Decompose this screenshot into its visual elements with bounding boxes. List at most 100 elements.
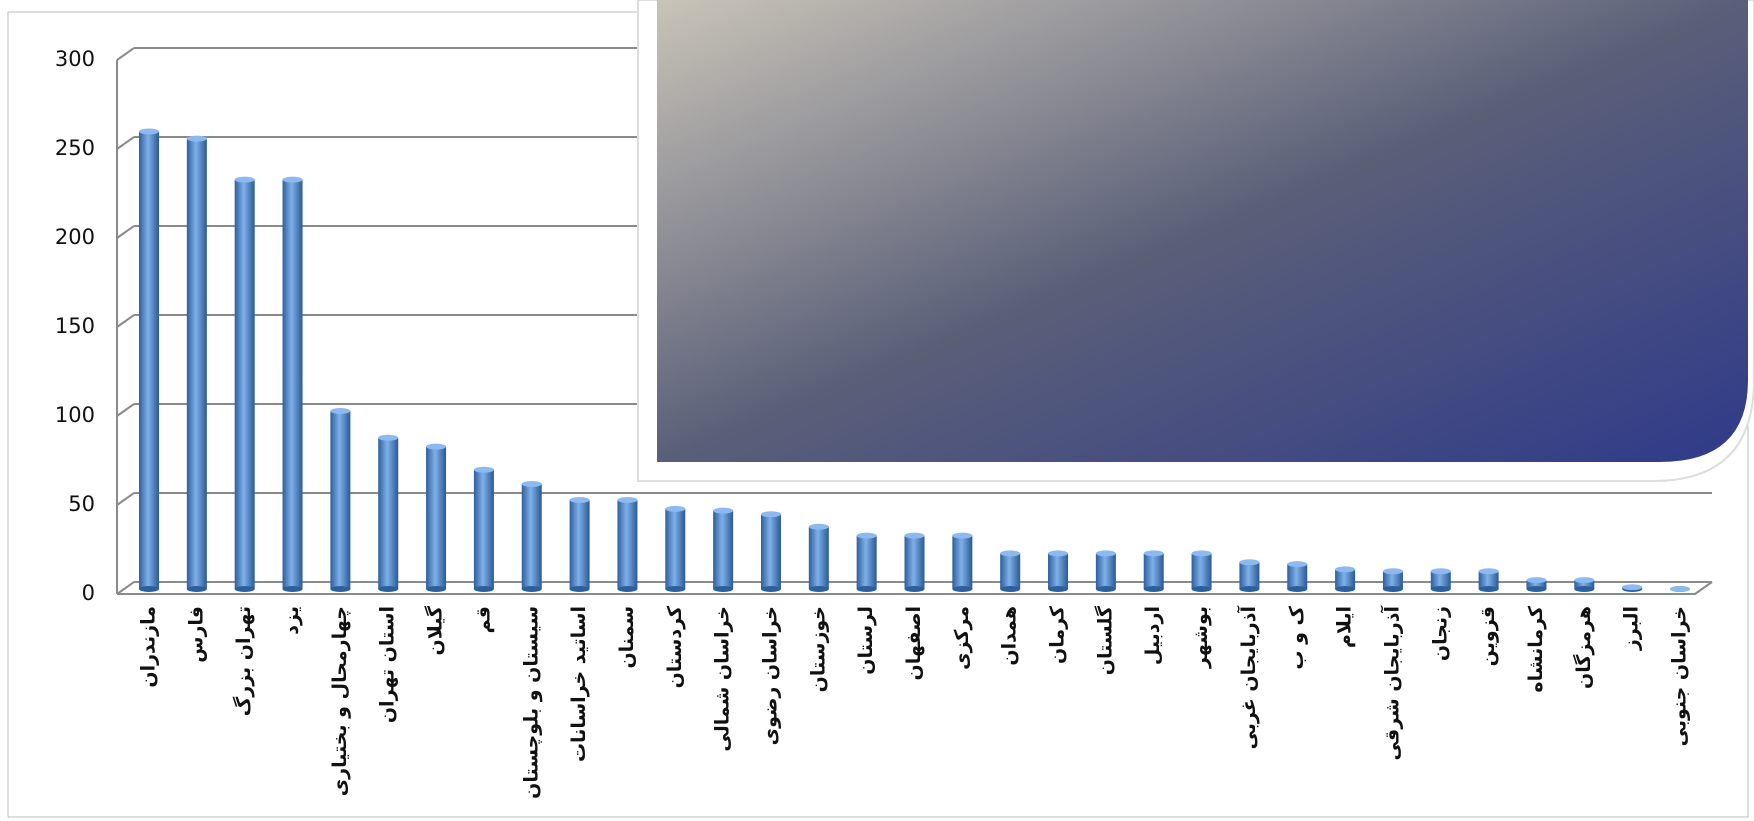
x-tick-label: استان تهران xyxy=(377,606,399,723)
bar-cap xyxy=(952,532,973,539)
bar-base xyxy=(617,586,638,592)
y-tick-label: 50 xyxy=(68,492,95,516)
bar xyxy=(952,535,973,589)
grid-line-side xyxy=(116,403,135,417)
bar-base xyxy=(1574,586,1595,592)
bar-base xyxy=(1526,586,1547,592)
bar-base xyxy=(426,586,447,592)
grid-line-side xyxy=(116,314,135,328)
bar-base xyxy=(282,586,303,592)
bar-base xyxy=(234,586,255,592)
bar xyxy=(760,514,781,589)
x-tick-label: خراسان شمالی xyxy=(712,606,734,752)
bar xyxy=(1000,553,1021,589)
bar xyxy=(426,446,447,589)
bar-cap xyxy=(856,532,877,539)
photo xyxy=(657,0,1748,462)
x-tick-label: آذربایجان شرقی xyxy=(1379,606,1403,761)
bar-base xyxy=(808,586,829,592)
bar xyxy=(1430,571,1451,589)
bar-base xyxy=(904,586,925,592)
bar xyxy=(569,500,590,589)
bar-cap xyxy=(1143,550,1164,557)
bar-base xyxy=(1382,586,1403,592)
x-tick-label: سیستان و بلوچستان xyxy=(520,606,542,799)
bar-base xyxy=(760,586,781,592)
bar xyxy=(665,508,686,589)
bar-cap xyxy=(1287,561,1308,568)
bar-cap xyxy=(1191,550,1212,557)
bar xyxy=(617,500,638,589)
bar-cap xyxy=(808,523,829,530)
x-tick-label: اصفهان xyxy=(903,606,925,680)
x-tick-label: فارس xyxy=(185,606,207,663)
x-tick-label: ایلام xyxy=(1334,606,1356,648)
x-tick-label: آذربایجان غربی xyxy=(1236,606,1260,750)
photo-overlay xyxy=(637,0,1754,482)
bar-cap xyxy=(1000,550,1021,557)
bar xyxy=(1191,553,1212,589)
bar-cap xyxy=(330,408,351,414)
bar-base xyxy=(1095,586,1116,592)
x-tick-label: هرمزگان xyxy=(1572,606,1595,689)
x-tick-label: زنجان xyxy=(1429,606,1451,661)
bar-cap xyxy=(521,480,542,487)
x-tick-label: چهارمحال و بختیاری xyxy=(329,606,351,796)
x-tick-label: سمنان xyxy=(616,606,638,669)
x-tick-label: اردبیل xyxy=(1142,606,1164,665)
x-tick-label: گلستان xyxy=(1093,605,1116,675)
bar-base xyxy=(473,586,494,592)
x-tick-label: لرستان xyxy=(855,606,877,675)
bar xyxy=(234,179,255,589)
bar-cap xyxy=(1335,566,1356,573)
x-tick-label: کرمان xyxy=(1047,605,1069,664)
bar xyxy=(1239,562,1260,589)
x-tick-label: کردستان xyxy=(664,605,686,688)
bar xyxy=(713,510,734,589)
bar xyxy=(808,526,829,589)
bar xyxy=(1574,580,1595,589)
bar xyxy=(1143,553,1164,589)
grid-line-side xyxy=(116,136,135,150)
bar-cap xyxy=(1430,568,1451,575)
x-tick-label: تهران بزرگ xyxy=(232,606,255,716)
x-tick-label: خراسان رضوی xyxy=(759,606,781,745)
bar xyxy=(904,535,925,589)
bar-cap xyxy=(378,434,399,441)
bar-base xyxy=(1335,586,1356,592)
y-tick-label: 0 xyxy=(82,581,95,605)
bar-cap xyxy=(1622,584,1643,591)
bar xyxy=(1335,569,1356,589)
bar-base xyxy=(1143,586,1164,592)
x-tick-label: البرز xyxy=(1621,606,1643,651)
bar-base xyxy=(330,586,351,592)
bar-base xyxy=(1000,586,1021,592)
bar-cap xyxy=(713,507,734,514)
bar-base xyxy=(1287,586,1308,592)
bar-cap xyxy=(760,511,781,518)
grid-line-side xyxy=(116,47,135,61)
bar xyxy=(1095,553,1116,589)
bar-cap xyxy=(1382,568,1403,575)
bar-cap xyxy=(139,128,159,135)
bar xyxy=(378,437,399,589)
x-tick-label: مرکزی xyxy=(951,606,973,670)
floor xyxy=(117,581,1713,595)
bar xyxy=(1287,564,1308,589)
bar-cap xyxy=(1048,550,1069,557)
bar-cap xyxy=(1095,550,1116,557)
bar-cap xyxy=(1526,577,1547,584)
bar-cap xyxy=(1574,577,1595,584)
bar-cap xyxy=(234,176,255,183)
bar xyxy=(1526,580,1547,589)
y-tick-label: 150 xyxy=(55,314,95,338)
x-tick-label: ک و ب xyxy=(1286,605,1308,669)
x-tick-label: یزد xyxy=(281,606,303,635)
bar-base xyxy=(378,586,399,592)
bar xyxy=(282,179,303,589)
bar-base xyxy=(569,586,590,592)
bar xyxy=(1478,571,1499,589)
x-tick-label: قم xyxy=(472,606,494,633)
x-tick-label: خراسان جنوبی xyxy=(1669,606,1691,746)
bar xyxy=(521,483,542,589)
